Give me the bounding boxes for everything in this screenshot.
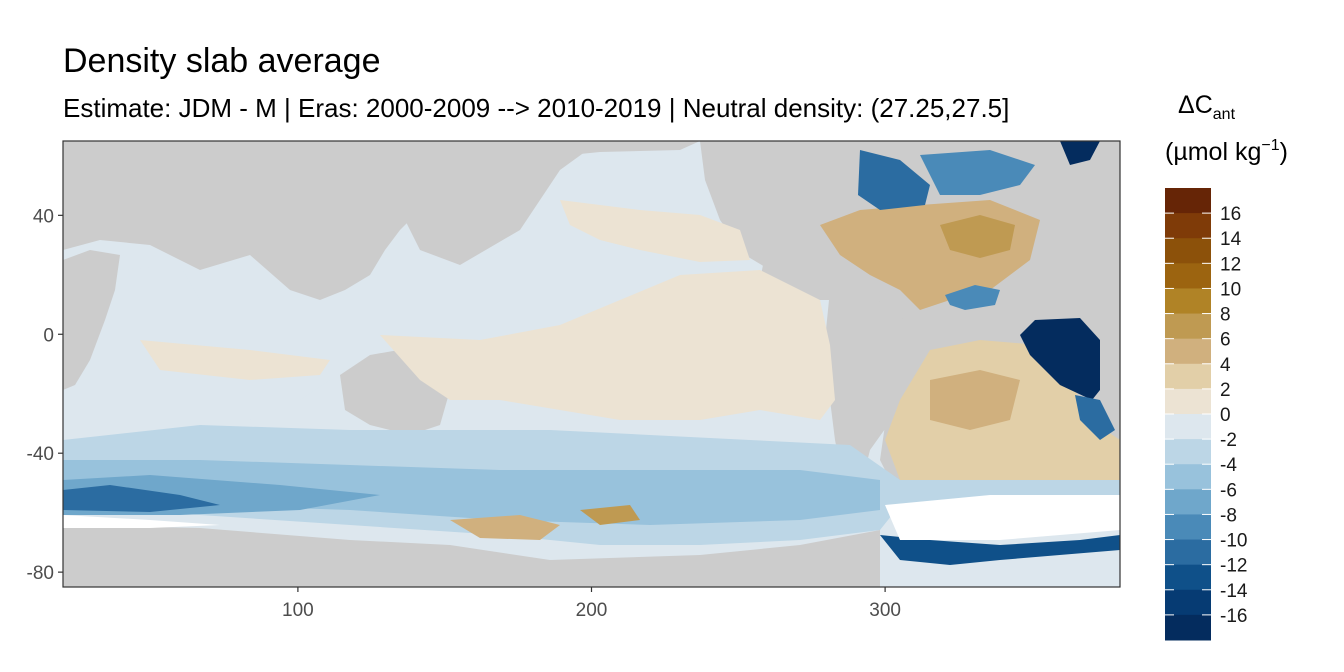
legend-swatch <box>1165 414 1211 440</box>
weddell-margin <box>880 535 1120 565</box>
legend-swatch <box>1165 188 1211 214</box>
legend-swatch <box>1165 388 1211 415</box>
legend-label: 14 <box>1220 229 1242 250</box>
guinea-tail <box>1075 395 1115 440</box>
indian-warm-strip <box>140 340 330 380</box>
x-tick-label: 100 <box>282 600 314 621</box>
legend-swatch <box>1165 464 1211 490</box>
legend-label: -6 <box>1220 480 1237 501</box>
southern-band-2 <box>63 460 880 525</box>
legend-swatch <box>1165 238 1211 264</box>
north-atlantic-ring <box>945 285 1000 310</box>
legend-colorbar <box>1165 188 1211 641</box>
antarctic-coast-white <box>63 515 220 528</box>
legend-label: 4 <box>1220 355 1231 376</box>
legend-swatch <box>1165 514 1211 541</box>
legend-label: 12 <box>1220 254 1241 275</box>
legend-units: (µmol kg−1) <box>1165 137 1288 166</box>
y-axis: 40 0 -40 -80 <box>27 206 63 584</box>
legend-swatch <box>1165 263 1211 289</box>
legend-swatch <box>1165 313 1211 340</box>
legend-title: ΔCant <box>1178 91 1236 123</box>
map-field <box>63 141 1120 587</box>
x-tick-label: 200 <box>576 600 608 621</box>
legend: ΔCant (µmol kg−1) 16 14 12 10 8 6 4 2 0 -2 -4 -6 -8 -… <box>1165 91 1288 641</box>
legend-label: -4 <box>1220 455 1237 476</box>
legend-swatch <box>1165 363 1211 390</box>
legend-swatch <box>1165 213 1211 239</box>
legend-swatch <box>1165 614 1211 641</box>
weddell-shelf-white <box>885 495 1120 540</box>
legend-labels: 16 14 12 10 8 6 4 2 0 -2 -4 -6 -8 -10 -12 -14 -16 <box>1165 204 1248 627</box>
greenland-sea <box>920 150 1035 195</box>
south-atlantic-warm <box>930 370 1020 430</box>
legend-label: 0 <box>1220 405 1231 426</box>
y-tick-label: 40 <box>33 206 54 227</box>
legend-swatch <box>1165 338 1211 365</box>
land-eurasia <box>63 141 700 300</box>
land-antarctica <box>63 525 880 587</box>
legend-swatch <box>1165 439 1211 465</box>
guinea-blob <box>1020 318 1100 400</box>
x-axis: 100 200 300 <box>282 587 901 621</box>
ross-warm <box>450 515 560 540</box>
land-africa <box>63 250 120 390</box>
legend-swatch <box>1165 539 1211 566</box>
labrador-sea <box>858 150 930 210</box>
legend-swatch <box>1165 288 1211 315</box>
legend-label: -14 <box>1220 581 1248 602</box>
legend-label: -12 <box>1220 556 1247 577</box>
legend-swatch <box>1165 589 1211 616</box>
legend-label: -2 <box>1220 430 1237 451</box>
pacific-north-warm <box>560 200 750 262</box>
chart-subtitle: Estimate: JDM - M | Eras: 2000-2009 --> … <box>63 93 1010 123</box>
legend-label: -16 <box>1220 606 1247 627</box>
ross-warm-2 <box>580 505 640 525</box>
land-south-america <box>825 290 935 490</box>
y-tick-label: 0 <box>43 325 54 346</box>
legend-label: 6 <box>1220 330 1231 351</box>
land-north-america <box>700 141 900 270</box>
north-atlantic-core <box>940 215 1015 258</box>
legend-swatch <box>1165 564 1211 591</box>
legend-label: 2 <box>1220 380 1231 401</box>
nordic-dark <box>1060 141 1100 165</box>
legend-label: 8 <box>1220 305 1231 326</box>
x-tick-label: 300 <box>869 600 901 621</box>
chart-title: Density slab average <box>63 42 381 80</box>
legend-swatch <box>1165 489 1211 515</box>
legend-label: 16 <box>1220 204 1241 225</box>
legend-label: -8 <box>1220 505 1237 526</box>
legend-label: -10 <box>1220 531 1247 552</box>
southern-band-deep <box>63 485 220 512</box>
y-tick-label: -80 <box>27 563 54 584</box>
legend-label: 10 <box>1220 279 1241 300</box>
pacific-warm-band <box>380 270 835 420</box>
y-tick-label: -40 <box>27 444 54 465</box>
